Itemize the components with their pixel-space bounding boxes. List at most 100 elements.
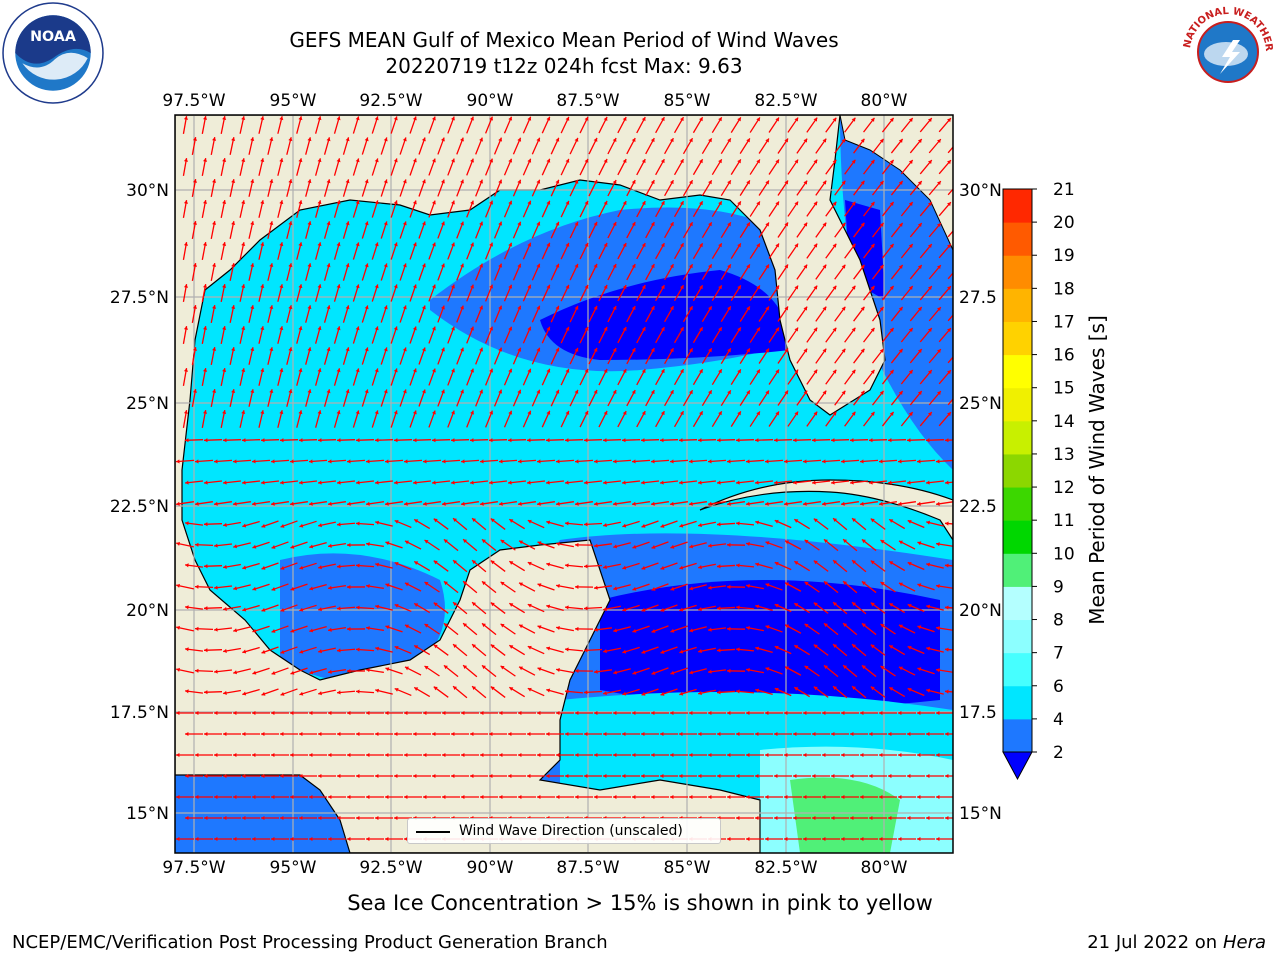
wind-arrow-head — [517, 389, 522, 394]
wind-arrow-head — [288, 263, 293, 268]
wind-arrow-head — [518, 710, 522, 716]
wind-arrow-head — [565, 647, 569, 652]
lat-tick-left: 22.5°N — [110, 497, 169, 517]
wind-arrow-head — [214, 585, 218, 590]
wind-arrow-head — [318, 480, 322, 485]
wind-arrow-head — [527, 158, 532, 163]
wind-arrow-head — [584, 648, 588, 653]
wind-arrow-head — [231, 179, 236, 183]
wind-arrow-head — [936, 459, 940, 464]
wind-arrow-head — [374, 326, 379, 331]
wind-arrow-head — [508, 731, 512, 737]
wind-arrow-head — [185, 815, 189, 821]
wind-arrow-head — [803, 710, 807, 716]
wind-arrow-head — [461, 501, 465, 506]
wind-arrow-head — [555, 347, 560, 352]
wind-arrow-head — [299, 691, 304, 696]
wind-arrow-head — [843, 581, 848, 585]
wind-arrow-head — [527, 603, 532, 608]
wind-arrow-head — [936, 836, 940, 842]
wind-arrow-head — [317, 284, 322, 289]
wind-arrow-head — [214, 501, 218, 506]
wind-arrow-head — [423, 752, 427, 758]
wind-arrow-head — [699, 201, 703, 206]
wind-arrow-head — [860, 710, 864, 716]
wind-arrow-head — [203, 200, 208, 204]
wind-arrow-head — [375, 688, 380, 693]
nws-logo: NATIONAL WEATHER SERVICE — [1178, 2, 1276, 100]
colorbar-segment — [1003, 321, 1032, 356]
wind-arrow-head — [727, 138, 731, 143]
wind-arrow-head — [765, 625, 770, 630]
wind-arrow-head — [737, 411, 741, 416]
wind-arrow-head — [860, 836, 864, 842]
wind-arrow-head — [489, 731, 493, 737]
wind-arrow-head — [860, 501, 864, 506]
wind-arrow-head — [841, 794, 845, 800]
wind-arrow-head — [832, 243, 837, 248]
wind-arrow-head — [898, 794, 902, 800]
wind-arrow-head — [508, 200, 513, 205]
wind-arrow-head — [176, 836, 180, 842]
wind-arrow-head — [727, 390, 731, 395]
wind-arrow-head — [622, 773, 626, 779]
wind-arrow-head — [288, 305, 293, 310]
wind-arrow-head — [317, 368, 322, 373]
colorbar-tick-label: 20 — [1053, 213, 1075, 233]
wind-arrow-head — [260, 242, 265, 247]
wind-arrow-head — [622, 201, 627, 206]
wind-arrow-head — [374, 242, 379, 247]
wind-arrow-head — [860, 348, 865, 353]
wind-arrow-head — [784, 138, 789, 143]
wind-arrow-head — [575, 710, 579, 716]
wind-arrow-head — [660, 159, 665, 164]
wind-arrow-head — [440, 137, 445, 142]
wind-arrow-head — [432, 731, 436, 737]
wind-arrow-head — [755, 604, 760, 609]
wind-arrow-head — [746, 180, 750, 185]
wind-arrow-head — [794, 687, 799, 691]
wind-arrow-head — [498, 305, 503, 310]
wind-arrow-head — [841, 501, 845, 506]
wind-arrow-head — [927, 160, 932, 165]
wind-arrow-head — [318, 815, 322, 821]
wind-arrow-head — [603, 691, 607, 696]
wind-arrow-head — [679, 691, 684, 696]
wind-arrow-head — [660, 369, 665, 374]
wind-arrow-head — [907, 438, 911, 443]
wind-arrow-head — [822, 348, 827, 353]
wind-arrow-head — [879, 836, 883, 842]
wind-arrow-head — [242, 523, 247, 528]
wind-arrow-head — [433, 602, 438, 607]
wind-arrow-head — [318, 649, 322, 654]
wind-arrow-head — [584, 116, 589, 121]
wind-arrow-head — [260, 284, 265, 289]
wind-arrow-head — [593, 263, 598, 268]
wind-arrow-head — [679, 731, 683, 737]
wind-arrow-head — [383, 347, 388, 352]
wind-arrow-head — [499, 501, 503, 506]
lon-tick-bottom: 87.5°W — [556, 858, 619, 878]
wind-arrow-head — [463, 623, 468, 627]
colorbar-tick-label: 16 — [1053, 346, 1075, 366]
wind-arrow-head — [299, 607, 304, 612]
wind-arrow-head — [774, 731, 778, 737]
wind-arrow-head — [775, 327, 779, 332]
wind-arrow-head — [632, 586, 637, 591]
wind-arrow-head — [527, 242, 532, 247]
wind-arrow-head — [727, 501, 731, 506]
colorbar-segment — [1003, 619, 1032, 654]
wind-arrow-head — [889, 159, 894, 164]
wind-arrow-head — [718, 411, 722, 416]
lon-tick-bottom: 85°W — [664, 858, 711, 878]
wind-arrow-head — [443, 581, 448, 586]
wind-arrow-head — [851, 201, 856, 206]
wind-arrow-head — [431, 284, 436, 289]
wind-arrow-head — [433, 518, 438, 523]
wind-arrow-head — [584, 284, 589, 289]
wind-arrow-head — [565, 158, 570, 163]
wind-arrow-head — [575, 668, 579, 673]
wind-arrow-head — [831, 773, 835, 779]
wind-arrow-head — [765, 264, 769, 269]
wind-arrow-head — [717, 438, 721, 443]
